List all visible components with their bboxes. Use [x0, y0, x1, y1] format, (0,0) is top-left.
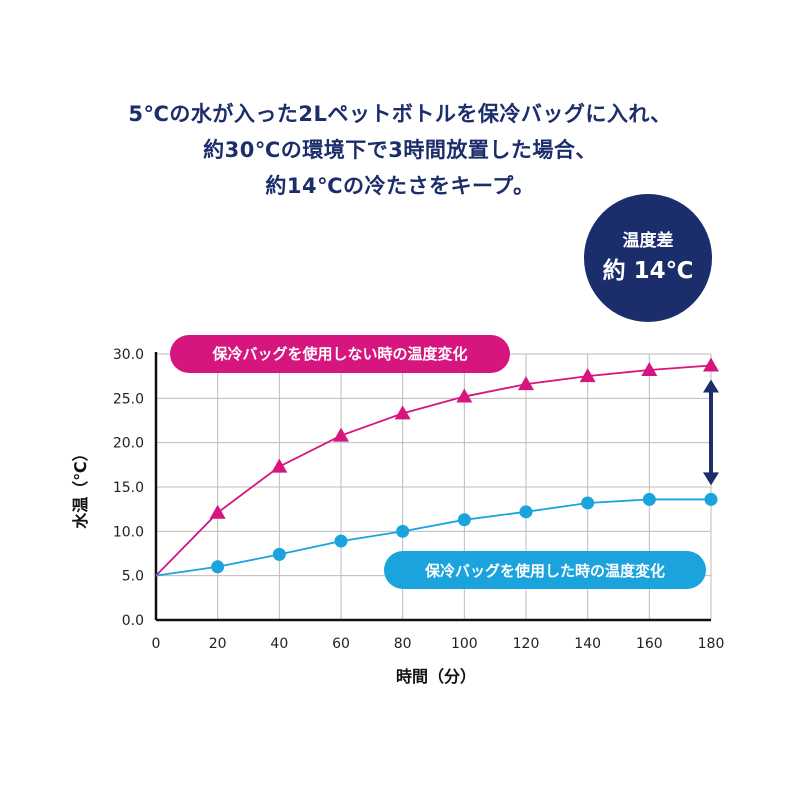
circle-marker [642, 492, 656, 506]
y-tick-label: 0.0 [122, 613, 144, 629]
y-tick-label: 15.0 [113, 480, 144, 496]
circle-marker [272, 547, 286, 561]
annotation-layer [703, 379, 719, 486]
triangle-marker [641, 361, 658, 376]
circle-marker [334, 534, 348, 548]
legend-without-bag-label: 保冷バッグを使用しない時の温度変化 [211, 345, 467, 363]
triangle-marker [394, 405, 411, 420]
arrow-head-up [703, 379, 719, 393]
x-tick-label: 100 [451, 636, 478, 652]
x-tick-label: 140 [574, 636, 601, 652]
x-tick-label: 40 [270, 636, 288, 652]
arrow-head-down [703, 472, 719, 486]
series-layer [155, 357, 719, 577]
x-tick-label: 180 [698, 636, 725, 652]
x-tick-label: 20 [209, 636, 227, 652]
headline-line-1: 5℃の水が入った2Lペットボトルを保冷バッグに入れ、 [128, 102, 672, 126]
legend-with-bag-label: 保冷バッグを使用した時の温度変化 [424, 562, 665, 580]
headline-line-2: 約30℃の環境下で3時間放置した場合、 [203, 138, 597, 162]
y-tick-label: 30.0 [113, 347, 144, 363]
circle-marker [519, 505, 533, 519]
y-tick-label: 10.0 [113, 524, 144, 540]
triangle-marker [271, 458, 288, 473]
legend-without-bag: 保冷バッグを使用しない時の温度変化 [170, 335, 510, 373]
circle-marker [211, 560, 225, 574]
badge-label: 温度差 [622, 231, 674, 251]
triangle-marker [703, 357, 719, 372]
triangle-marker [579, 368, 596, 383]
series-line-1 [155, 498, 711, 577]
legend-with-bag-pill [384, 551, 706, 589]
legend-with-bag: 保冷バッグを使用した時の温度変化 [384, 551, 706, 589]
axes: 0 20 40 60 80 100 120 140 160 180 0.0 5.0 10.0 15.0 20… [113, 347, 725, 652]
triangle-marker [209, 504, 226, 519]
badge-value: 約 14℃ [602, 258, 694, 284]
circle-marker [457, 513, 471, 527]
legend-without-bag-pill [170, 335, 510, 373]
series-line-0 [155, 364, 712, 577]
x-tick-label: 0 [152, 636, 161, 652]
circle-marker [704, 492, 718, 506]
triangle-marker [456, 388, 473, 403]
y-tick-label: 25.0 [113, 391, 144, 407]
y-axis-title: 水温（℃） [71, 445, 90, 528]
x-tick-label: 60 [332, 636, 350, 652]
x-tick-label: 160 [636, 636, 663, 652]
temperature-difference-badge: 温度差 約 14℃ [584, 194, 712, 322]
circle-marker [396, 524, 410, 538]
triangle-marker [518, 376, 534, 391]
circle-marker [581, 496, 595, 510]
x-tick-label: 80 [394, 636, 412, 652]
headline-line-3: 約14℃の冷たさをキープ。 [265, 174, 535, 198]
x-axis-title: 時間（分） [396, 667, 476, 686]
y-tick-label: 20.0 [113, 436, 144, 452]
y-tick-label: 5.0 [122, 569, 144, 585]
x-tick-label: 120 [513, 636, 540, 652]
triangle-marker [333, 427, 349, 442]
headline: 5℃の水が入った2Lペットボトルを保冷バッグに入れ、 約30℃の環境下で3時間放… [0, 96, 800, 204]
